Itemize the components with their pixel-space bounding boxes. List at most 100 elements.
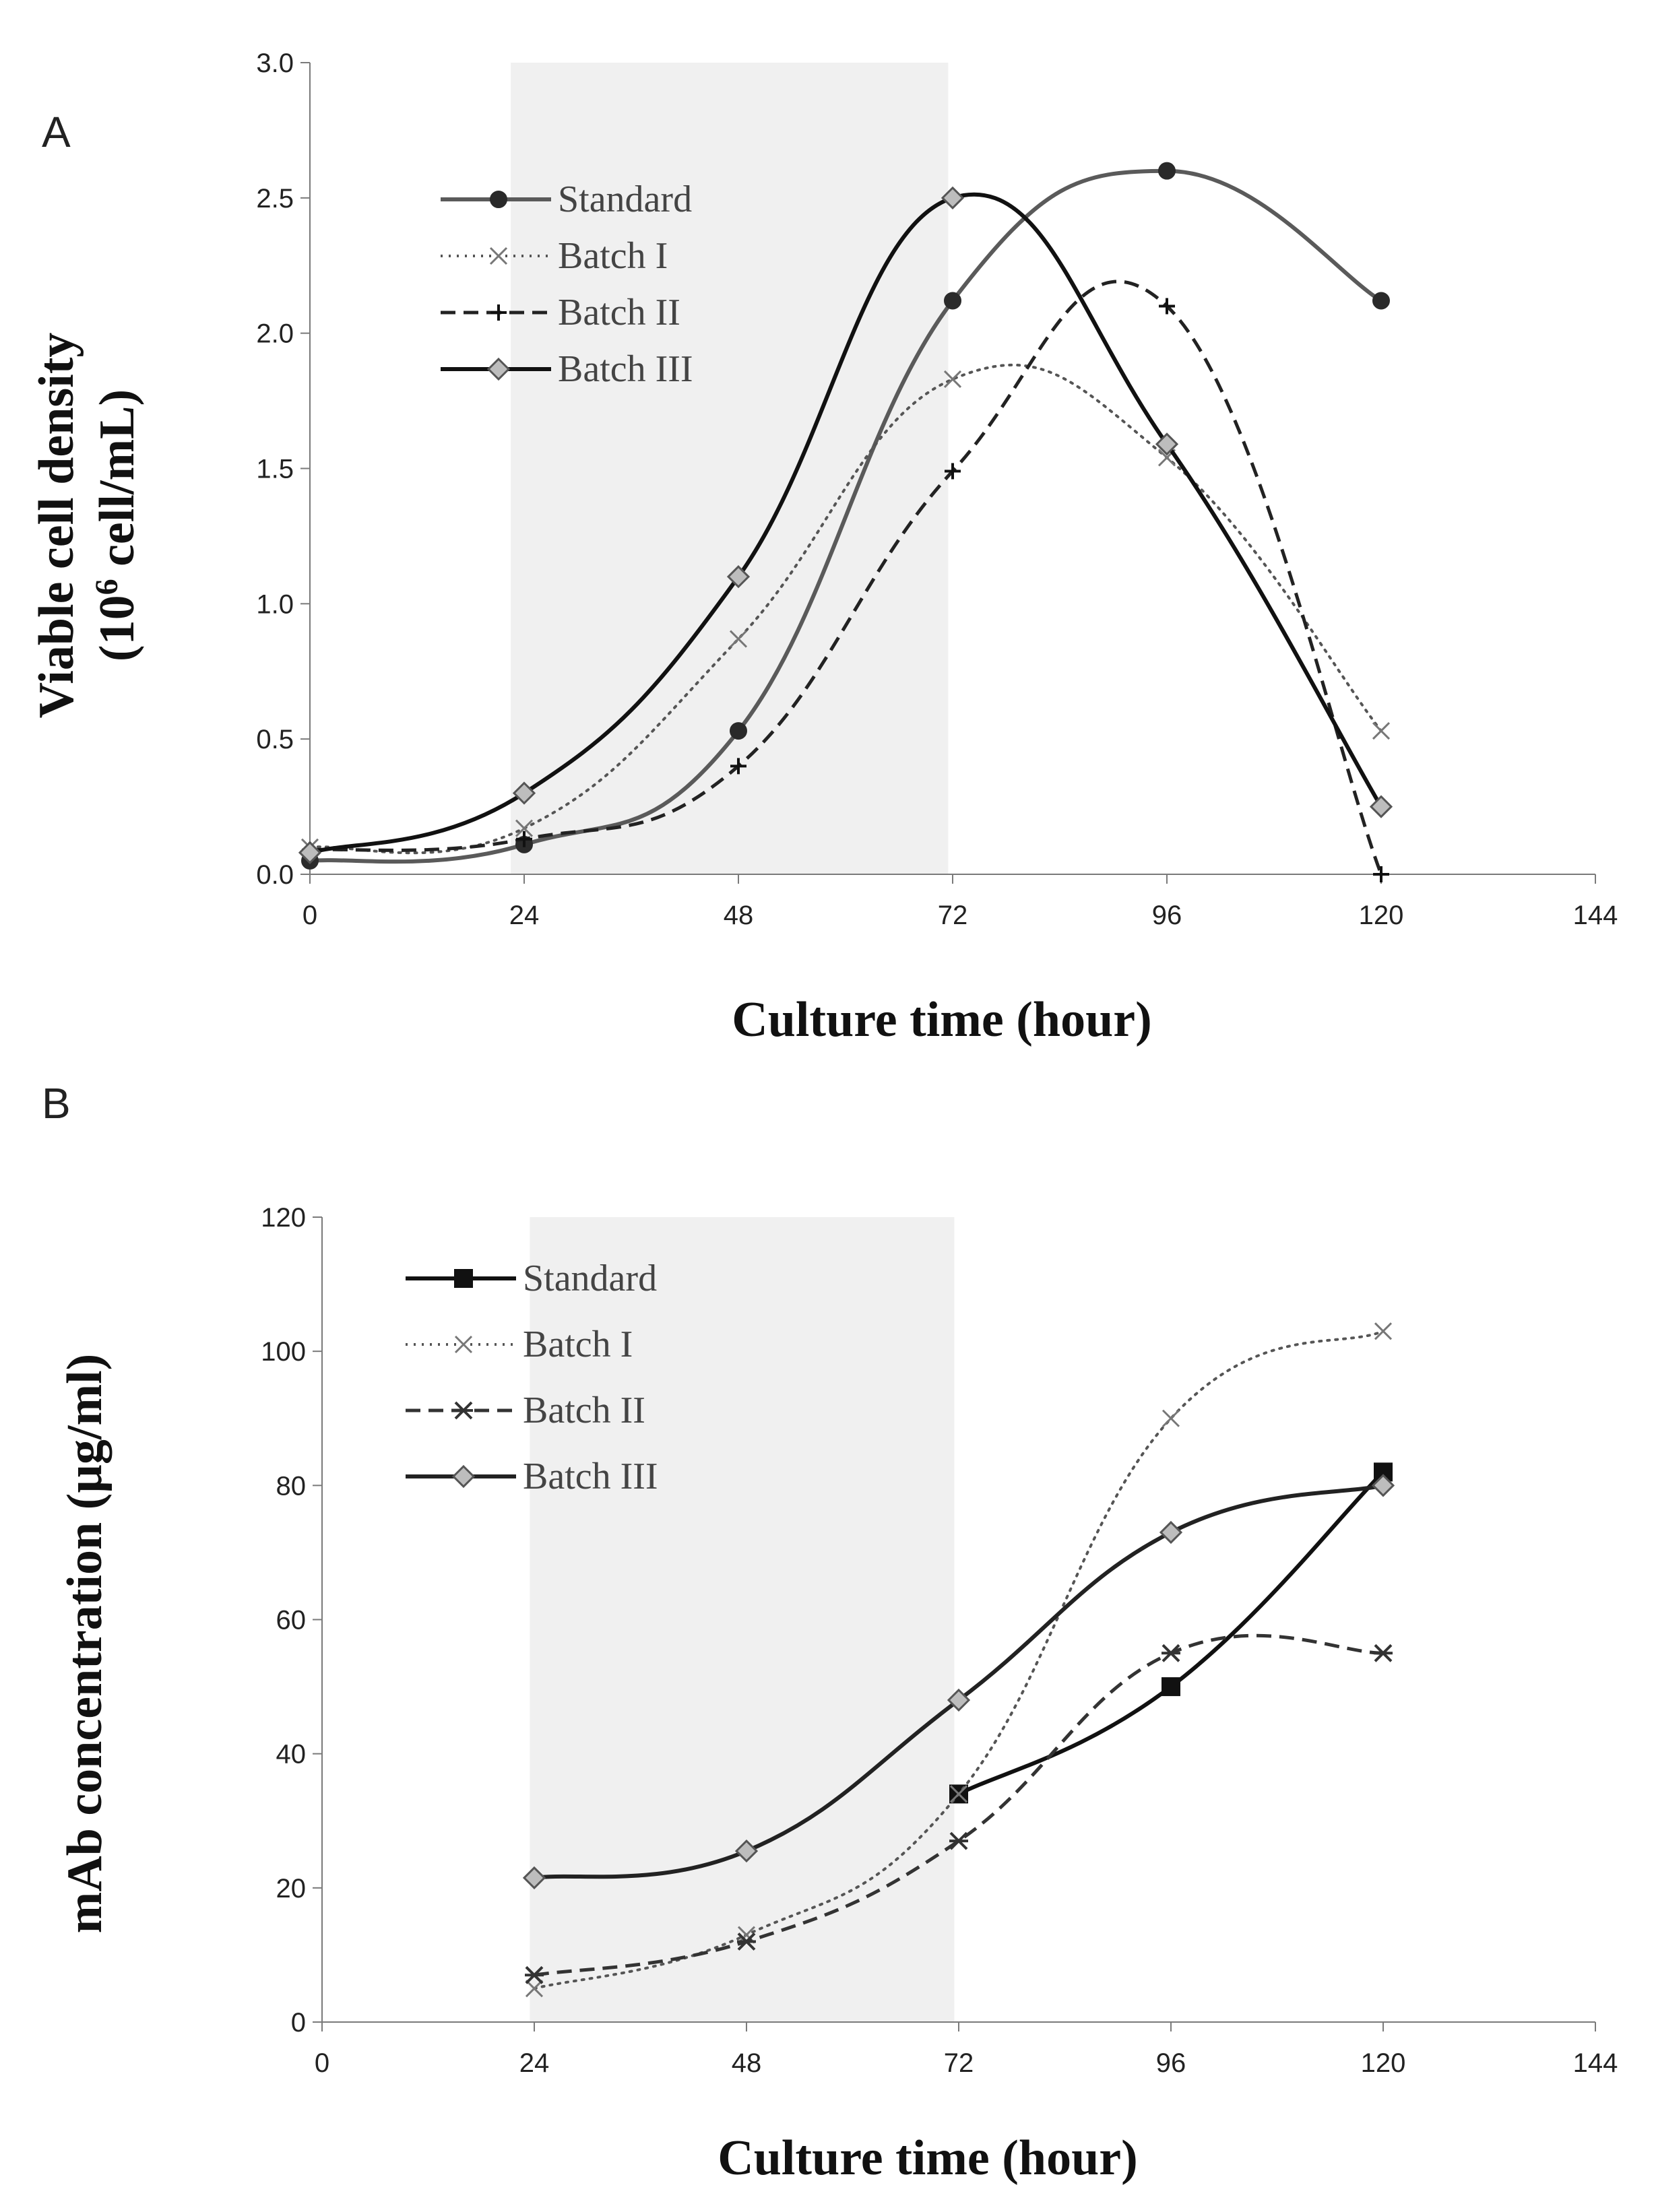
panel-label: B: [42, 1079, 71, 1128]
legend-label: Standard: [558, 178, 692, 220]
data-point: [522, 1866, 546, 1890]
data-point: [1155, 432, 1179, 456]
legend-marker: [451, 1464, 476, 1489]
series-batch-ii: [525, 1633, 1393, 1984]
data-point: [1162, 1644, 1180, 1662]
data-point: [730, 722, 747, 740]
legend-label: Batch III: [558, 348, 693, 390]
legend-item: Batch I: [406, 1324, 633, 1365]
data-point: [943, 370, 962, 389]
data-point: [945, 463, 961, 480]
data-point: [1162, 1677, 1180, 1697]
series-batch-i: [525, 1322, 1393, 1998]
x-tick-label: 48: [732, 2048, 762, 2078]
legend-label: Batch I: [558, 235, 668, 277]
data-point: [729, 630, 748, 648]
legend-item: Batch III: [441, 348, 693, 390]
y-tick-label: 120: [261, 1203, 306, 1233]
data-point: [516, 831, 532, 847]
legend-item: Standard: [441, 178, 692, 220]
legend-label: Batch III: [523, 1456, 658, 1497]
y-tick-label: 2.0: [256, 319, 294, 349]
y-tick-label: 60: [276, 1606, 307, 1635]
legend-label: Batch II: [558, 292, 680, 333]
legend-marker: [490, 304, 507, 321]
shaded-region: [530, 1217, 955, 2022]
data-point: [515, 819, 534, 837]
data-point: [1374, 1644, 1393, 1662]
series-batch-iii: [298, 186, 1393, 864]
x-tick-label: 0: [303, 901, 317, 930]
y-tick-label: 80: [276, 1471, 307, 1501]
x-axis-title: Culture time (hour): [732, 992, 1151, 1047]
panel-b-chart: B 0 20 40 60 80 100 120 0 24 48 72 96 120 144 Standar…: [42, 1079, 1618, 2186]
legend-item: Standard: [406, 1258, 657, 1299]
x-tick-label: 96: [1156, 2048, 1186, 2078]
data-point: [944, 292, 961, 310]
x-tick-label: 144: [1573, 2048, 1618, 2078]
x-tick-label: 24: [519, 2048, 550, 2078]
legend-item: Batch III: [406, 1456, 658, 1497]
y-tick-label: 0.5: [256, 725, 294, 754]
legend-item: Batch II: [441, 292, 680, 333]
y-axis-title: Viable cell density: [29, 333, 84, 719]
legend-marker: [454, 1335, 473, 1354]
y-tick-label: 100: [261, 1337, 306, 1367]
x-tick-label: 144: [1573, 901, 1618, 930]
data-point: [1374, 1322, 1393, 1340]
data-point: [512, 781, 536, 805]
data-point: [1162, 1409, 1180, 1427]
x-tick-label: 96: [1152, 901, 1182, 930]
series-standard: [949, 1462, 1393, 1804]
data-point: [1159, 1520, 1183, 1544]
data-point: [1159, 298, 1175, 315]
legend-item: Batch I: [441, 235, 668, 277]
x-tick-label: 48: [724, 901, 754, 930]
legend-label: Batch II: [523, 1390, 645, 1431]
x-tick-label: 0: [315, 2048, 329, 2078]
y-tick-label: 1.5: [256, 455, 294, 484]
y-tick-label: 1.0: [256, 589, 294, 619]
data-point: [734, 1839, 759, 1863]
data-point: [298, 841, 322, 864]
data-point: [1371, 1474, 1395, 1497]
legend-marker: [454, 1269, 473, 1288]
legend-marker: [454, 1401, 473, 1420]
data-point: [737, 1932, 756, 1951]
y-tick-label: 20: [276, 1874, 307, 1904]
x-tick-label: 120: [1359, 901, 1404, 930]
legend-label: Batch I: [523, 1324, 633, 1365]
y-tick-label: 0.0: [256, 860, 294, 890]
y-tick-label: 2.5: [256, 184, 294, 214]
data-point: [947, 1688, 971, 1712]
series-line: [534, 1633, 1384, 1977]
legend-label: Standard: [523, 1258, 657, 1299]
y-axis-title: mAb concentration (µg/ml): [57, 1354, 113, 1934]
y-axis-title-units: (106 cell/mL): [89, 389, 145, 661]
panel-a-chart: A 0.0 0.5 1.0 1.5 2.0 2.5 3.0 0 24 48 72 96 120 144 S…: [29, 48, 1618, 1047]
legend-marker: [490, 191, 507, 208]
data-point: [1372, 292, 1390, 310]
data-point: [525, 1965, 544, 1984]
series-line: [533, 1330, 1385, 1990]
data-point: [941, 186, 965, 209]
x-tick-label: 120: [1361, 2048, 1406, 2078]
x-tick-label: 24: [509, 901, 540, 930]
data-point: [730, 758, 746, 775]
series-line: [309, 363, 1382, 855]
x-axis-title: Culture time (hour): [718, 2130, 1137, 2186]
data-point: [525, 1980, 544, 1998]
legend-item: Batch II: [406, 1390, 645, 1431]
data-point: [726, 565, 751, 589]
legend: Standard Batch I Batch II Batch III: [406, 1258, 658, 1497]
y-tick-label: 40: [276, 1740, 307, 1769]
data-point: [1158, 162, 1176, 180]
y-tick-label: 0: [291, 2008, 306, 2038]
panel-label: A: [42, 108, 71, 156]
data-point: [949, 1785, 968, 1803]
x-tick-label: 72: [944, 2048, 974, 2078]
legend-marker: [489, 247, 508, 265]
data-point: [1369, 795, 1393, 818]
data-point: [949, 1831, 968, 1850]
